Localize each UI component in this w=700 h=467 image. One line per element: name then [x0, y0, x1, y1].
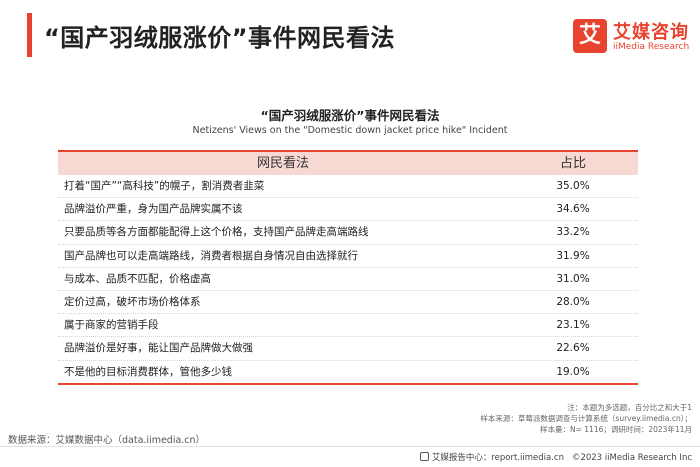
chart-subtitle: Netizens' Views on the "Domestic down ja…	[192, 125, 508, 136]
share-cell: 22.6%	[556, 342, 590, 355]
opinion-cell: 不是他的目标消费群体，管他多少钱	[64, 365, 232, 378]
table-row: 属于商家的营销手段 23.1%	[58, 314, 638, 338]
table-bottom-rule	[58, 383, 638, 385]
table-row: 不是他的目标消费群体，管他多少钱 19.0%	[58, 361, 638, 384]
data-source: 数据来源：艾媒数据中心（data.iimedia.cn）	[8, 435, 206, 446]
column-header-opinion: 网民看法	[256, 156, 309, 171]
share-cell: 28.0%	[556, 295, 590, 308]
table-row: 品牌溢价是好事，能让国产品牌做大做强 22.6%	[58, 337, 638, 361]
table-header: 网民看法 占比	[58, 150, 638, 175]
opinion-cell: 与成本、品质不匹配，价格虚高	[64, 272, 211, 285]
column-header-share: 占比	[559, 156, 586, 171]
page-title: “国产羽绒服涨价”事件网民看法	[44, 24, 396, 52]
footer: 艾媒报告中心：report.iimedia.cn ©2023 iiMedia Re…	[419, 451, 692, 463]
logo-mark: 艾	[573, 19, 607, 53]
report-center-link[interactable]: 艾媒报告中心：report.iimedia.cn	[431, 453, 564, 463]
notes: 注：本题为多选题，百分比之和大于1 样本来源：草莓派数据调查与计算系统（surv…	[480, 402, 692, 435]
table-row: 与成本、品质不匹配，价格虚高 31.0%	[58, 268, 638, 291]
share-cell: 31.9%	[556, 249, 590, 262]
table-row: 定价过高，破坏市场价格体系 28.0%	[58, 291, 638, 315]
footer-divider	[0, 446, 700, 447]
table-row: 品牌溢价严重，身为国产品牌实属不该 34.6%	[58, 198, 638, 222]
note-multiple-choice: 注：本题为多选题，百分比之和大于1	[567, 403, 692, 412]
share-cell: 33.2%	[556, 226, 590, 239]
iimedia-logo: 艾 艾媒咨询 iiMedia Research	[573, 19, 693, 59]
logo-name-en: iiMedia Research	[613, 42, 690, 52]
title-accent-bar	[27, 13, 32, 57]
table-row: 打着“国产”“高科技”的幌子，割消费者韭菜 35.0%	[58, 175, 638, 199]
table-row: 只要品质等各方面都能配得上这个价格，支持国产品牌走高端路线 33.2%	[58, 221, 638, 245]
note-sample-size: 样本量：N= 1116；调研时间：2023年11月	[540, 425, 692, 434]
share-cell: 23.1%	[556, 319, 590, 332]
copyright: ©2023 iiMedia Research Inc	[571, 453, 692, 463]
logo-name-cn: 艾媒咨询	[613, 22, 689, 43]
share-cell: 31.0%	[556, 272, 590, 285]
opinion-cell: 品牌溢价是好事，能让国产品牌做大做强	[64, 342, 253, 355]
opinion-cell: 品牌溢价严重，身为国产品牌实属不该	[64, 203, 243, 216]
opinion-cell: 打着“国产”“高科技”的幌子，割消费者韭菜	[64, 180, 265, 192]
share-cell: 34.6%	[556, 203, 590, 216]
table-body: 打着“国产”“高科技”的幌子，割消费者韭菜 35.0% 品牌溢价严重，身为国产品…	[58, 175, 638, 384]
share-cell: 35.0%	[556, 180, 590, 192]
opinion-cell: 国产品牌也可以走高端路线，消费者根据自身情况自由选择就行	[64, 249, 358, 262]
opinion-cell: 定价过高，破坏市场价格体系	[64, 295, 201, 308]
chart-title: “国产羽绒服涨价”事件网民看法	[260, 108, 440, 123]
note-sample-source: 样本来源：草莓派数据调查与计算系统（survey.iimedia.cn）；	[480, 414, 692, 423]
opinion-cell: 只要品质等各方面都能配得上这个价格，支持国产品牌走高端路线	[64, 226, 369, 239]
table-row: 国产品牌也可以走高端路线，消费者根据自身情况自由选择就行 31.9%	[58, 245, 638, 268]
report-icon	[419, 452, 429, 461]
opinion-cell: 属于商家的营销手段	[64, 319, 159, 332]
share-cell: 19.0%	[556, 365, 590, 378]
